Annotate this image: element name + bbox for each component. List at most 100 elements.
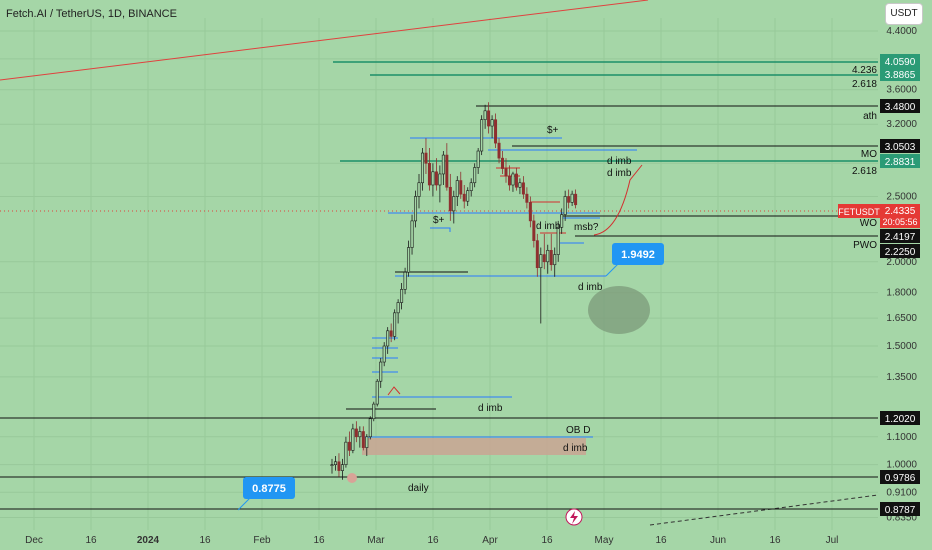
trend-line-dashed — [649, 494, 879, 526]
candle-body — [400, 289, 404, 303]
candle-body — [514, 173, 518, 188]
annotation-ob-d: OB D — [566, 425, 590, 436]
y-tick-label: 4.4000 — [886, 26, 917, 37]
candle-body — [473, 167, 477, 184]
candle-body — [525, 193, 529, 203]
callout-1-9492: 1.9492 — [605, 243, 664, 277]
candle-body — [414, 196, 418, 222]
candle-body — [441, 154, 445, 175]
y-tick-label: 3.6000 — [886, 85, 917, 96]
candle-body — [466, 190, 470, 202]
candle-body — [462, 193, 466, 202]
candle-body — [396, 302, 400, 314]
annotation-msb: msb? — [574, 222, 599, 233]
candle-body — [375, 380, 379, 405]
candle-body — [452, 196, 456, 212]
annotation-daily: daily — [408, 483, 429, 494]
badge-3-8865: 3.8865 — [885, 70, 916, 81]
x-tick-label: 16 — [199, 535, 211, 546]
candle-body — [358, 431, 362, 438]
line-label-4-236: 4.236 — [852, 65, 877, 76]
line-label-wo: WO — [860, 218, 877, 229]
ob-zone — [362, 438, 586, 455]
candle-body — [424, 152, 428, 164]
candle-body — [333, 461, 337, 465]
badge-symbol: FETUSDT — [838, 207, 880, 217]
annotation-d-imb-6: d imb — [563, 443, 588, 454]
x-tick-label: 16 — [541, 535, 553, 546]
candle-body — [556, 227, 560, 255]
x-tick-label: Dec — [25, 535, 43, 546]
candle-body — [340, 464, 344, 471]
candle-body — [560, 214, 564, 228]
candle-body — [459, 180, 463, 195]
y-tick-label: 2.5000 — [886, 191, 917, 202]
candle-body — [521, 182, 525, 195]
candle-body — [507, 175, 511, 186]
candle-body — [504, 168, 508, 177]
y-tick-label: 2.0000 — [886, 257, 917, 268]
candles — [330, 102, 578, 480]
badge-0-9786: 0.9786 — [885, 473, 916, 484]
candle-body — [501, 157, 505, 169]
candle-body — [431, 171, 435, 186]
chart-title: Fetch.AI / TetherUS, 1D, BINANCE — [6, 8, 177, 20]
badge-2-4197: 2.4197 — [885, 232, 916, 243]
target-ellipse — [588, 286, 650, 334]
y-tick-label: 1.0000 — [886, 460, 917, 471]
candle-body — [518, 182, 522, 188]
y-tick-label: 1.6500 — [886, 313, 917, 324]
candle-body — [532, 220, 536, 241]
annotation-d-imb-2: d imb — [607, 168, 632, 179]
candle-body — [546, 250, 550, 263]
x-tick-label: Jun — [710, 535, 726, 546]
candle-body — [330, 464, 334, 466]
y-tick-label: 1.3500 — [886, 372, 917, 383]
candle-body — [344, 441, 348, 465]
candle-body — [528, 202, 532, 222]
line-label-ath: ath — [863, 111, 877, 122]
badge-3-4800: 3.4800 — [885, 102, 916, 113]
candle-body — [351, 428, 355, 451]
candle-body — [382, 345, 386, 363]
candle-body — [361, 431, 365, 448]
candle-body — [379, 361, 383, 382]
currency-button[interactable]: USDT — [885, 3, 923, 25]
price-axis: 4.40004.00003.60003.20002.80002.50002.00… — [886, 26, 917, 523]
candle-body — [476, 150, 480, 168]
svg-text:1.9492: 1.9492 — [621, 249, 655, 261]
candle-body — [420, 152, 424, 184]
badge-4-0590: 4.0590 — [885, 57, 916, 68]
line-label-mo: MO — [861, 149, 877, 160]
callout-0-8775: 0.8775 — [237, 477, 295, 511]
y-tick-label: 3.2000 — [886, 119, 917, 130]
x-tick-label: 16 — [655, 535, 667, 546]
candle-body — [407, 247, 411, 273]
x-tick-label: Feb — [253, 535, 271, 546]
y-tick-label: 0.8350 — [886, 512, 917, 523]
candle-body — [389, 330, 393, 337]
svg-text:0.8775: 0.8775 — [252, 483, 286, 495]
x-tick-label: Mar — [367, 535, 385, 546]
badge-2-8831: 2.8831 — [885, 157, 916, 168]
candle-body — [574, 193, 578, 206]
x-tick-label: 16 — [427, 535, 439, 546]
candle-body — [445, 154, 449, 188]
candle-body — [403, 271, 407, 290]
candle-body — [535, 240, 539, 269]
candle-body — [483, 110, 487, 120]
x-tick-label: 16 — [313, 535, 325, 546]
lightning-icon[interactable] — [565, 508, 583, 526]
candle-body — [497, 142, 501, 159]
line-label-2-618: 2.618 — [852, 79, 877, 90]
y-tick-label: 0.9100 — [886, 487, 917, 498]
candle-body — [372, 403, 376, 420]
candle-body — [337, 461, 341, 471]
annotation-d-imb-1: d imb — [607, 156, 632, 167]
badge-3-0503: 3.0503 — [885, 142, 916, 153]
candle-body — [539, 254, 543, 269]
x-tick-label: 16 — [85, 535, 97, 546]
candle-body — [347, 441, 351, 451]
